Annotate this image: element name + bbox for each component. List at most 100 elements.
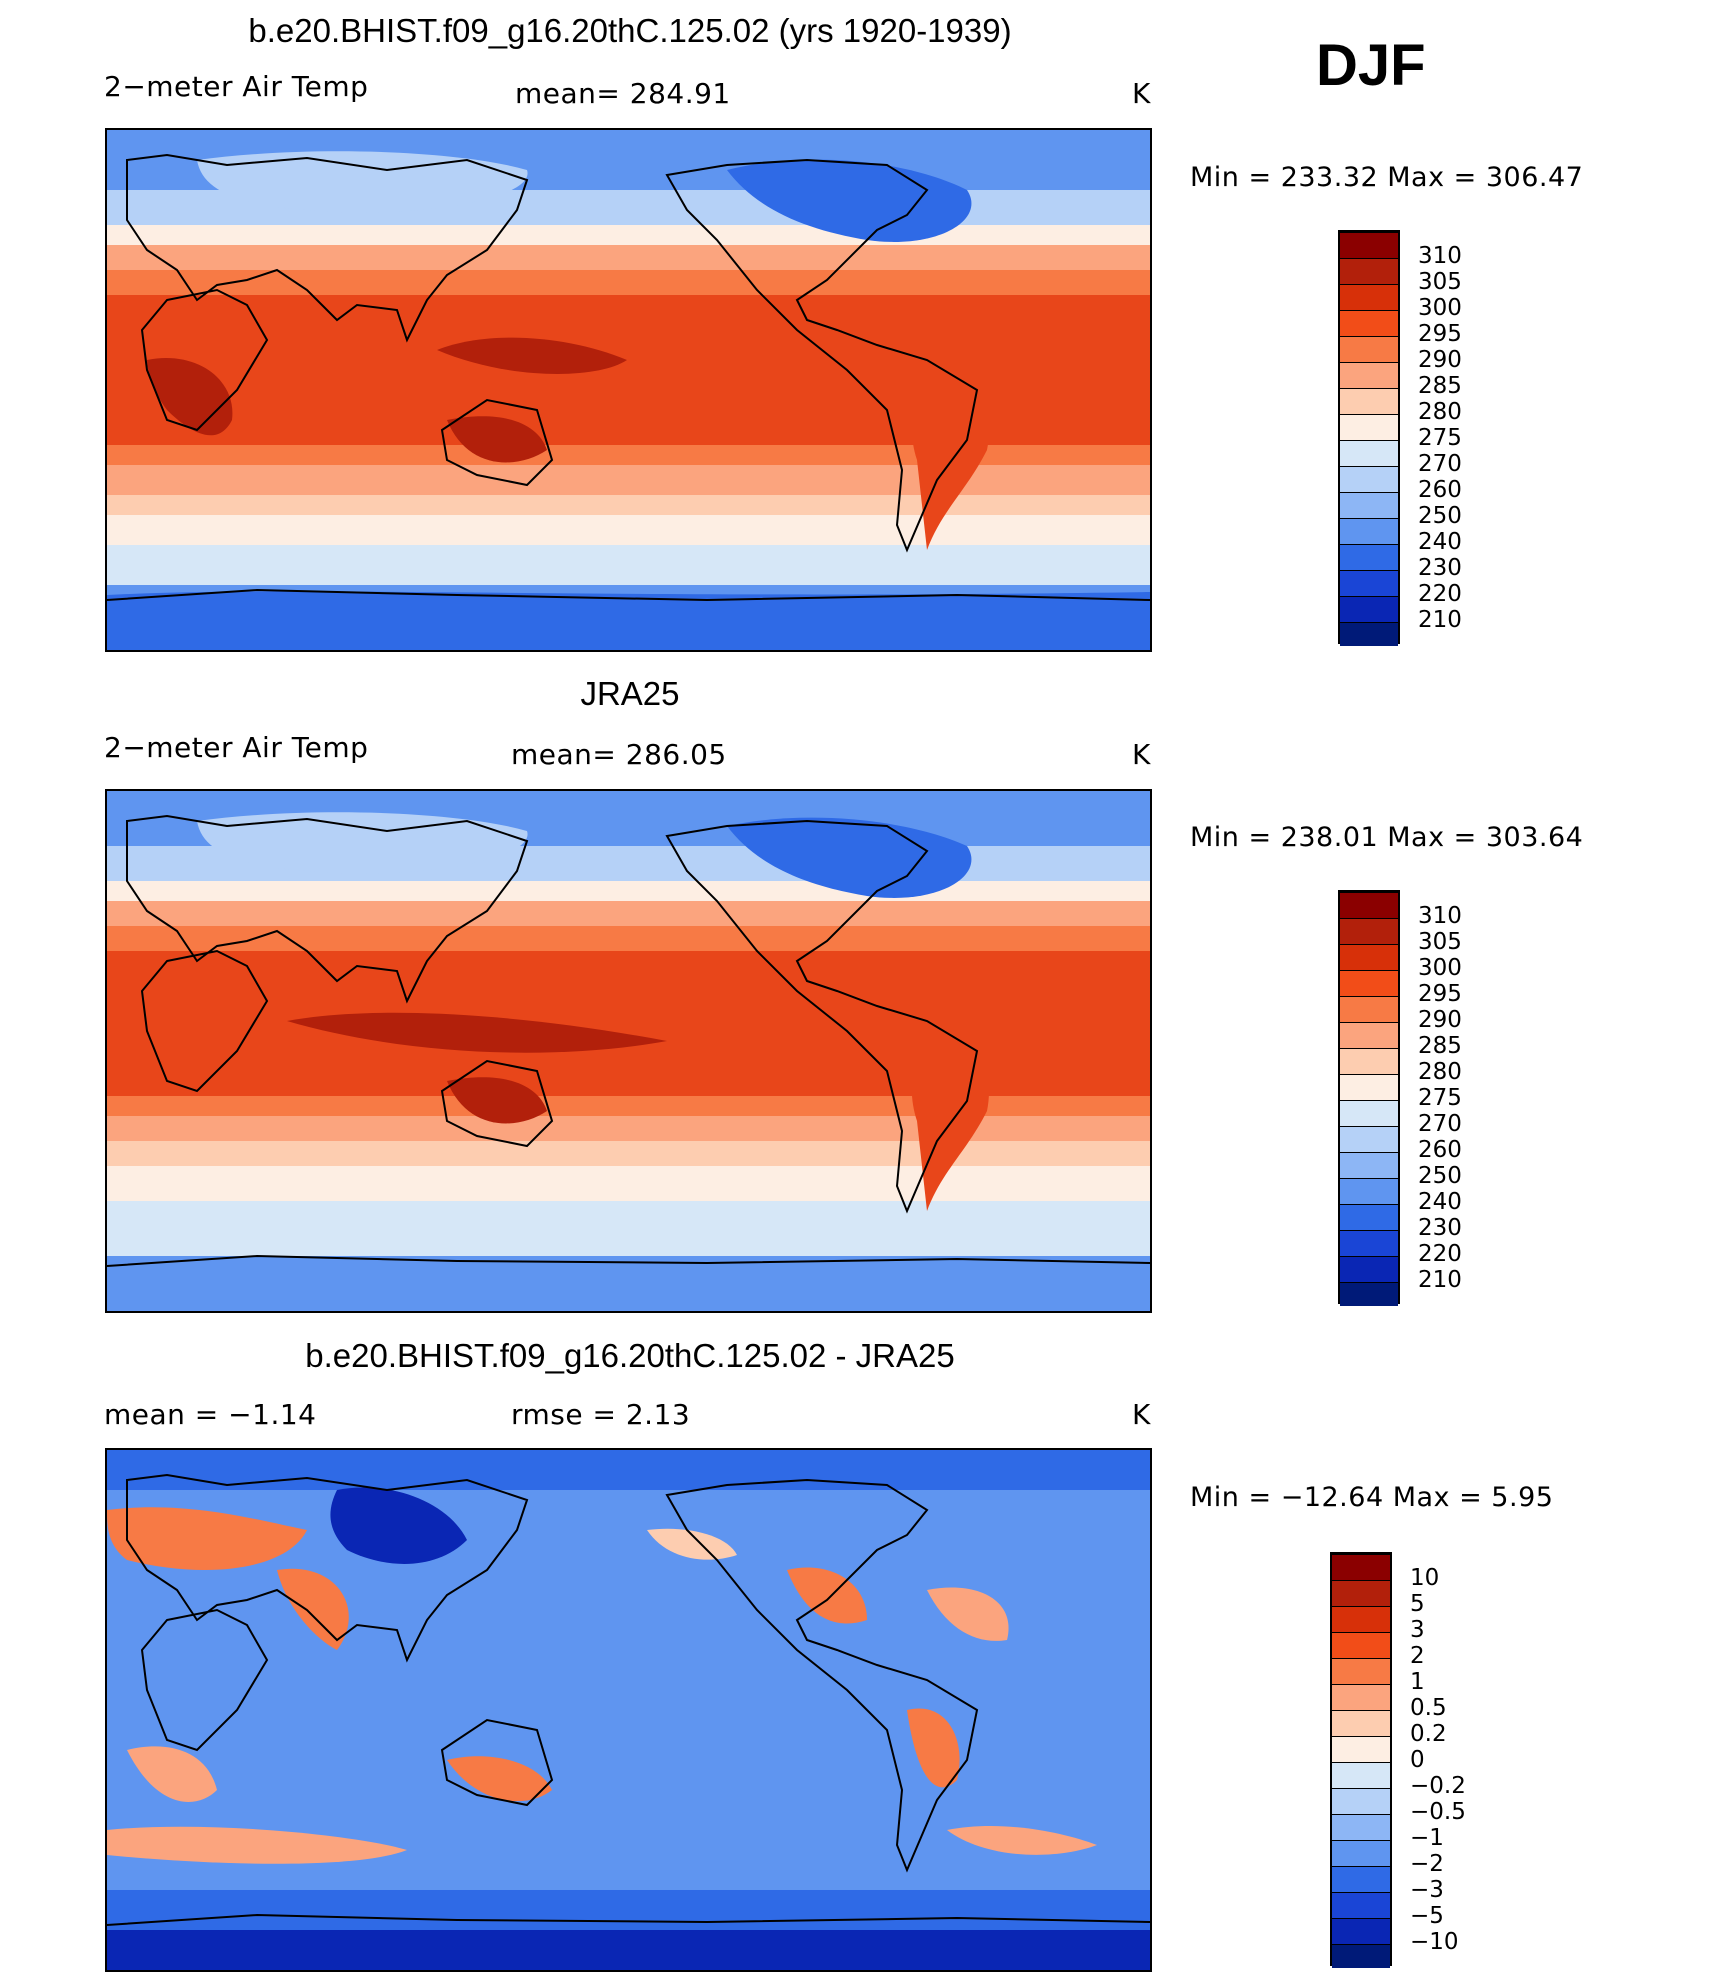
panel1-colorbar-swatch bbox=[1340, 440, 1398, 466]
panel1-colorbar-box bbox=[1338, 230, 1400, 646]
difference-field bbox=[107, 1450, 1150, 1970]
panel2-colorbar-label: 300 bbox=[1418, 955, 1462, 981]
band-antarctica bbox=[107, 1256, 1150, 1311]
panel1-units: K bbox=[1132, 77, 1151, 110]
panel2-colorbar-label: 295 bbox=[1418, 981, 1462, 1007]
panel3-colorbar-label: −2 bbox=[1410, 1851, 1444, 1877]
panel2-colorbar-swatch bbox=[1340, 918, 1398, 944]
panel3-colorbar-swatch bbox=[1332, 1736, 1390, 1762]
panel1-colorbar-swatch bbox=[1340, 570, 1398, 596]
panel2-units: K bbox=[1132, 738, 1151, 771]
panel2-colorbar-swatch bbox=[1340, 1152, 1398, 1178]
panel2-colorbar-swatch bbox=[1340, 1126, 1398, 1152]
model-temperature-map bbox=[105, 128, 1152, 652]
panel3-colorbar-label: 0.2 bbox=[1410, 1721, 1447, 1747]
antarctic-strong-negative bbox=[107, 1930, 1150, 1970]
panel1-colorbar-swatch bbox=[1340, 622, 1398, 646]
panel3-colorbar-label: 10 bbox=[1410, 1565, 1440, 1591]
panel3-colorbar-swatch bbox=[1332, 1554, 1390, 1580]
panel3-colorbar-swatch bbox=[1332, 1762, 1390, 1788]
panel2-colorbar-swatch bbox=[1340, 996, 1398, 1022]
panel3-colorbar-swatch bbox=[1332, 1580, 1390, 1606]
panel1-colorbar-label: 240 bbox=[1418, 529, 1462, 555]
panel1-colorbar-label: 290 bbox=[1418, 347, 1462, 373]
southern-africa-warm-bias bbox=[127, 1746, 217, 1802]
arctic-negative bbox=[107, 1450, 1150, 1490]
band-south-pale bbox=[107, 1166, 1150, 1206]
south-america-warm bbox=[911, 378, 989, 550]
panel1-colorbar-swatch bbox=[1340, 492, 1398, 518]
panel2-mean-label: mean= 286.05 bbox=[511, 738, 727, 771]
coastlines bbox=[107, 153, 1150, 602]
panel3-colorbar-label: 2 bbox=[1410, 1643, 1425, 1669]
panel2-colorbar-label: 230 bbox=[1418, 1215, 1462, 1241]
panel2-colorbar-swatch bbox=[1340, 1022, 1398, 1048]
panel1-colorbar-swatch bbox=[1340, 336, 1398, 362]
coastlines bbox=[107, 1473, 1150, 1926]
panel2-colorbar-swatch bbox=[1340, 1230, 1398, 1256]
panel1-colorbar-swatch bbox=[1340, 284, 1398, 310]
panel3-colorbar-swatch bbox=[1332, 1840, 1390, 1866]
panel3-mean-label: mean = −1.14 bbox=[104, 1398, 317, 1431]
panel2-colorbar-label: 220 bbox=[1418, 1241, 1462, 1267]
india-warm-bias bbox=[277, 1568, 349, 1650]
panel1-mean-label: mean= 284.91 bbox=[515, 77, 731, 110]
south-indian-warm-band bbox=[947, 1825, 1097, 1855]
panel2-colorbar-label: 305 bbox=[1418, 929, 1462, 955]
panel3-colorbar-swatch bbox=[1332, 1814, 1390, 1840]
panel3-colorbar-swatch bbox=[1332, 1632, 1390, 1658]
australia-hot bbox=[447, 1077, 547, 1124]
panel1-colorbar-swatch bbox=[1340, 310, 1398, 336]
panel2-variable-label: 2−meter Air Temp bbox=[104, 731, 369, 764]
band-tropics bbox=[107, 951, 1150, 1101]
band-southern-ocean bbox=[107, 545, 1150, 585]
south-america-warm bbox=[911, 1039, 989, 1211]
band-southern-ocean bbox=[107, 1201, 1150, 1256]
panel3-colorbar-swatch bbox=[1332, 1788, 1390, 1814]
panel1-colorbar-label: 260 bbox=[1418, 477, 1462, 503]
panel1-colorbar-swatch bbox=[1340, 544, 1398, 570]
indian-ocean-warm bbox=[287, 1012, 667, 1053]
panel2-colorbar-label: 285 bbox=[1418, 1033, 1462, 1059]
north-america-cold bbox=[727, 817, 972, 898]
panel3-colorbar-swatch bbox=[1332, 1944, 1390, 1968]
panel3-colorbar-swatch bbox=[1332, 1892, 1390, 1918]
panel1-minmax: Min = 233.32 Max = 306.47 bbox=[1190, 162, 1584, 193]
eurasia-cold bbox=[197, 151, 528, 213]
panel1-variable-label: 2−meter Air Temp bbox=[104, 70, 369, 103]
australia-hot bbox=[447, 416, 547, 463]
panel1-colorbar-swatch bbox=[1340, 596, 1398, 622]
panel2-colorbar-swatch bbox=[1340, 1100, 1398, 1126]
panel2-colorbar-label: 310 bbox=[1418, 903, 1462, 929]
panel3-colorbar-swatch bbox=[1332, 1658, 1390, 1684]
panel2-colorbar-swatch bbox=[1340, 970, 1398, 996]
panel2-colorbar-label: 240 bbox=[1418, 1189, 1462, 1215]
band-south-mild bbox=[107, 465, 1150, 500]
panel2-colorbar-swatch bbox=[1340, 1282, 1398, 1306]
season-label: DJF bbox=[1316, 33, 1426, 98]
panel3-rmse-label: rmse = 2.13 bbox=[511, 1398, 691, 1431]
panel2-colorbar-label: 270 bbox=[1418, 1111, 1462, 1137]
panel2-colorbar-label: 275 bbox=[1418, 1085, 1462, 1111]
panel1-colorbar-label: 310 bbox=[1418, 243, 1462, 269]
panel3-colorbar-label: −3 bbox=[1410, 1877, 1444, 1903]
panel1-colorbar-label: 210 bbox=[1418, 607, 1462, 633]
panel3-colorbar-label: −5 bbox=[1410, 1903, 1444, 1929]
australia-warm-bias bbox=[447, 1756, 552, 1802]
panel2-colorbar-label: 280 bbox=[1418, 1059, 1462, 1085]
coastlines bbox=[107, 814, 1150, 1267]
north-pacific-warm-patch bbox=[647, 1528, 737, 1560]
panel1-colorbar-label: 295 bbox=[1418, 321, 1462, 347]
panel2-colorbar-swatch bbox=[1340, 944, 1398, 970]
panel3-colorbar-swatch bbox=[1332, 1606, 1390, 1632]
panel2-colorbar-label: 290 bbox=[1418, 1007, 1462, 1033]
panel3-colorbar-label: 3 bbox=[1410, 1617, 1425, 1643]
antarctica-interior bbox=[107, 591, 1150, 650]
panel2-colorbar-swatch bbox=[1340, 1256, 1398, 1282]
south-atlantic-warm-band bbox=[107, 1826, 407, 1864]
panel1-colorbar-label: 305 bbox=[1418, 269, 1462, 295]
panel1-title: b.e20.BHIST.f09_g16.20thC.125.02 (yrs 19… bbox=[248, 12, 1012, 49]
panel3-title: b.e20.BHIST.f09_g16.20thC.125.02 - JRA25 bbox=[305, 1337, 955, 1374]
panel3-colorbar-box bbox=[1330, 1552, 1392, 1968]
panel2-colorbar-swatch bbox=[1340, 892, 1398, 918]
